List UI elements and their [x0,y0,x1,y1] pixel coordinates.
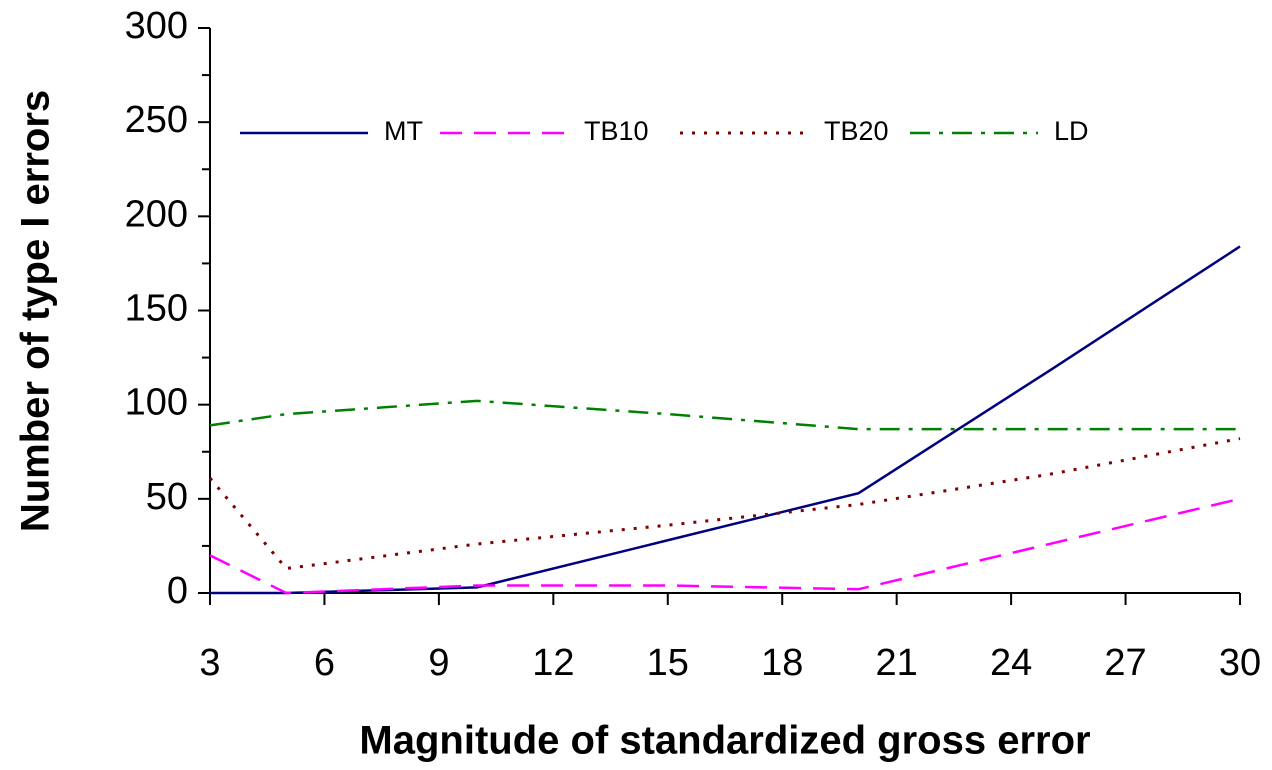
y-axis-title: Number of type I errors [14,90,58,532]
x-tick-label: 6 [314,642,335,684]
y-tick-label: 50 [146,476,188,518]
x-tick-label: 18 [761,642,803,684]
x-tick-label: 24 [990,642,1032,684]
x-tick-label: 21 [876,642,918,684]
x-tick-label: 30 [1219,642,1261,684]
legend-label: LD [1054,116,1089,146]
x-axis-title: Magnitude of standardized gross error [359,719,1090,763]
legend-label: TB10 [584,116,649,146]
y-tick-label: 200 [125,193,188,235]
series-line [208,437,1241,571]
x-tick-label: 15 [647,642,689,684]
x-tick-label: 12 [532,642,574,684]
x-tick-label: 3 [199,642,220,684]
series-line [209,399,1240,431]
series-line [209,497,1241,595]
y-tick-label: 250 [125,99,188,141]
legend-label: MT [384,116,423,146]
y-tick-label: 100 [125,382,188,424]
x-tick-label: 9 [428,642,449,684]
y-tick-label: 300 [125,5,188,47]
legend-label: TB20 [824,116,889,146]
y-tick-label: 150 [125,288,188,330]
y-tick-label: 0 [167,570,188,612]
x-tick-label: 27 [1104,642,1146,684]
